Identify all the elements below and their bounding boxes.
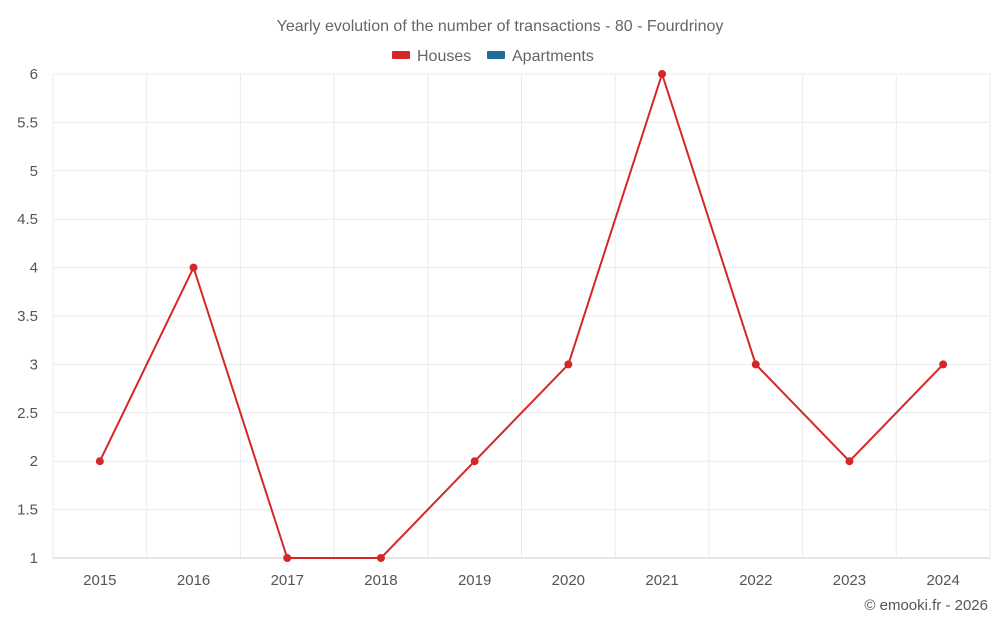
- y-tick-label: 5: [30, 163, 38, 180]
- houses-point-2020[interactable]: [564, 360, 573, 369]
- legend-swatch-apartments: [487, 51, 505, 59]
- x-tick-label: 2018: [364, 572, 397, 589]
- series-houses: [95, 70, 948, 562]
- houses-point-2019[interactable]: [470, 457, 479, 466]
- houses-point-2017[interactable]: [283, 554, 292, 562]
- y-tick-label: 4: [30, 260, 38, 277]
- houses-point-2021[interactable]: [658, 70, 667, 78]
- x-tick-label: 2022: [739, 572, 772, 589]
- y-tick-label: 2: [30, 453, 38, 470]
- houses-point-2023[interactable]: [845, 457, 854, 466]
- legend-item-apartments[interactable]: Apartments: [487, 48, 594, 65]
- x-tick-label: 2024: [926, 572, 959, 589]
- x-tick-label: 2023: [833, 572, 866, 589]
- y-tick-label: 3: [30, 356, 38, 373]
- x-tick-label: 2017: [271, 572, 304, 589]
- y-tick-label: 5.5: [17, 114, 38, 131]
- legend-swatch-houses: [392, 51, 410, 59]
- x-tick-label: 2019: [458, 572, 491, 589]
- x-tick-label: 2021: [645, 572, 678, 589]
- y-tick-label: 2.5: [17, 405, 38, 422]
- houses-point-2024[interactable]: [939, 360, 948, 369]
- legend-item-houses[interactable]: Houses: [392, 48, 471, 65]
- houses-point-2018[interactable]: [376, 554, 385, 562]
- houses-point-2015[interactable]: [95, 457, 104, 466]
- y-axis-ticks: 1 1.5 2 2.5 3 3.5 4 4.5 5 5.5 6: [17, 66, 38, 567]
- x-tick-label: 2015: [83, 572, 116, 589]
- legend: Houses Apartments: [392, 48, 594, 65]
- legend-label-houses: Houses: [417, 48, 471, 65]
- y-tick-label: 6: [30, 66, 38, 83]
- x-axis-ticks: 2015 2016 2017 2018 2019 2020 2021 2022 2023 2024: [83, 572, 960, 589]
- x-gridlines: [52, 74, 991, 558]
- x-tick-label: 2020: [552, 572, 585, 589]
- houses-point-2022[interactable]: [751, 360, 760, 369]
- x-tick-label: 2016: [177, 572, 210, 589]
- y-tick-label: 4.5: [17, 211, 38, 228]
- chart-title: Yearly evolution of the number of transa…: [277, 18, 724, 35]
- houses-point-2016[interactable]: [189, 263, 198, 272]
- credit-text: © emooki.fr - 2026: [864, 597, 988, 614]
- y-tick-label: 1.5: [17, 502, 38, 519]
- legend-label-apartments: Apartments: [512, 48, 594, 65]
- y-tick-label: 3.5: [17, 308, 38, 325]
- y-tick-label: 1: [30, 550, 38, 567]
- houses-line: [98, 73, 944, 559]
